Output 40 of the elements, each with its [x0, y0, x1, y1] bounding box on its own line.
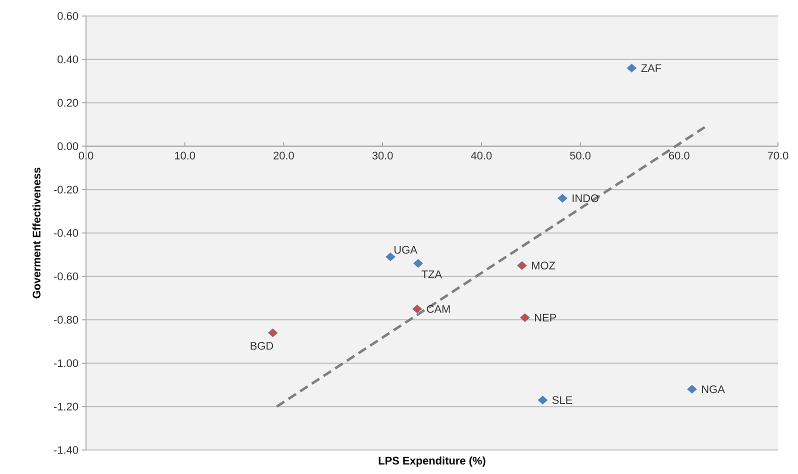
- point: [687, 384, 697, 394]
- annotation: NGA: [702, 385, 725, 394]
- annotation: SLE: [552, 396, 572, 404]
- y-tick-label: 0.20: [58, 98, 78, 107]
- point: [520, 313, 530, 322]
- annotation: UGA: [394, 246, 418, 254]
- x-tick-label: 20.0: [274, 152, 294, 160]
- point: [558, 194, 568, 203]
- y-tick-label: -0.60: [54, 272, 78, 280]
- annotation: ZAF: [641, 64, 662, 72]
- x-axis-title: LPS Expenditure (%): [378, 456, 486, 467]
- x-tick-label: 40.0: [471, 152, 492, 160]
- y-tick-label: 0.40: [58, 56, 78, 64]
- annotation: NEP: [534, 314, 556, 322]
- point: [413, 258, 424, 268]
- point: [268, 328, 278, 338]
- point: [386, 252, 396, 262]
- point: [538, 396, 548, 404]
- y-tick-label: 0.00: [58, 142, 78, 150]
- y-tick-label: -0.20: [54, 186, 78, 194]
- y-tick-label: -0.40: [54, 229, 78, 237]
- y-tick-label: -0.80: [54, 316, 78, 324]
- point: [626, 64, 637, 72]
- y-tick-label: -1.00: [54, 359, 78, 368]
- y-tick-label: -1.40: [54, 446, 78, 454]
- annotation: TZA: [422, 270, 442, 278]
- x-tick-label: 10.0: [175, 152, 196, 160]
- annotation: MOZ: [532, 262, 556, 270]
- x-tick-label: 60.0: [669, 152, 690, 160]
- x-tick-label: 30.0: [372, 152, 393, 160]
- y-tick-label: -1.20: [54, 402, 78, 410]
- x-tick-label: 70.0: [768, 152, 788, 160]
- x-tick-label: 0.0: [78, 152, 94, 160]
- y-tick-label: 0.60: [58, 12, 78, 20]
- annotation: CAM: [426, 305, 450, 313]
- point: [517, 261, 527, 270]
- y-axis-title: Goverment Effectiveness: [32, 168, 40, 298]
- point: [412, 304, 422, 314]
- x-tick-label: 50.0: [570, 152, 591, 160]
- annotation: BGD: [250, 342, 274, 350]
